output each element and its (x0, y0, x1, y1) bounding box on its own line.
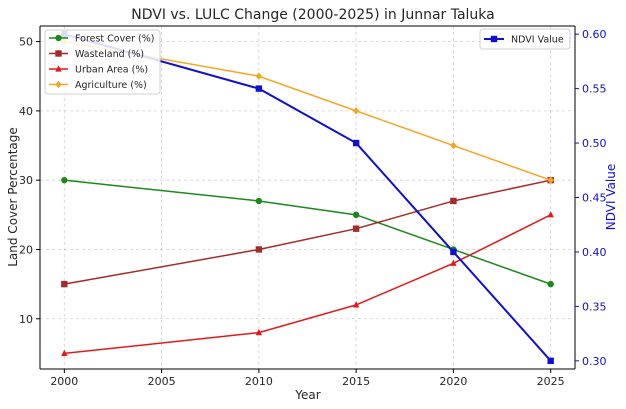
data-point (450, 259, 457, 266)
data-point (352, 225, 360, 232)
data-point (352, 139, 360, 147)
y-left-tick-label: 30 (19, 174, 33, 187)
y-left-tick-label: 50 (19, 36, 33, 49)
axes: 2000 2005 2010 2015 2020 2025 10 20 30 40 50 0.30 0.… (19, 25, 607, 388)
series-wasteland (61, 176, 554, 288)
legend-marker (55, 34, 62, 42)
y-right-tick-label: 0.55 (582, 83, 607, 96)
data-point (352, 107, 360, 115)
legend-label: Forest Cover (%) (75, 34, 154, 45)
legend-marker (55, 80, 62, 89)
legend-marker (490, 35, 498, 43)
y-right-tick-label: 0.35 (582, 300, 607, 313)
data-point (450, 248, 457, 256)
x-tick-label: 2020 (439, 375, 467, 388)
data-point (61, 176, 68, 184)
data-point (255, 85, 263, 92)
data-point (547, 211, 554, 218)
legend-label: NDVI Value (511, 35, 564, 46)
legend-left-box (44, 29, 161, 95)
series-forest-cover (61, 176, 554, 288)
data-point (255, 328, 263, 336)
data-point (61, 280, 68, 288)
y-right-tick-label: 0.50 (582, 137, 607, 150)
data-point (547, 280, 554, 288)
legend-marker (55, 50, 62, 57)
data-point (255, 197, 263, 205)
y-right-tick-label: 0.40 (582, 246, 607, 259)
data-point (450, 197, 457, 205)
legend-right: NDVI Value (479, 28, 571, 50)
x-tick-label: 2010 (245, 375, 273, 388)
x-tick-label: 2005 (148, 375, 176, 388)
y-axis-right-label: NDVI Value (604, 164, 618, 231)
data-point (352, 301, 360, 308)
y-left-tick-label: 20 (19, 243, 33, 256)
x-tick-label: 2000 (50, 375, 78, 388)
x-tick-label: 2025 (537, 375, 565, 388)
chart-title: NDVI vs. LULC Change (2000-2025) in Junn… (131, 7, 495, 23)
legend-label: Wasteland (%) (75, 49, 144, 60)
y-left-tick-label: 10 (19, 313, 33, 326)
data-point (547, 176, 554, 184)
data-point (547, 357, 554, 365)
legend-label: Urban Area (%) (75, 65, 148, 76)
series-urban-area (61, 211, 554, 357)
data-point (255, 72, 263, 81)
data-point (352, 211, 360, 219)
legend-marker (55, 65, 62, 72)
data-point (255, 246, 263, 253)
series-line (64, 179, 551, 285)
series-line (64, 214, 552, 355)
x-axis-label: Year (294, 388, 320, 402)
legend-label: Agriculture (%) (75, 80, 147, 91)
data-point (450, 141, 457, 150)
y-right-tick-label: 0.60 (582, 28, 607, 41)
y-right-tick-label: 0.30 (582, 355, 607, 368)
data-point (61, 349, 68, 357)
y-left-tick-label: 40 (19, 105, 33, 118)
y-right-tick-label: 0.45 (582, 192, 607, 205)
legend-right-box (479, 28, 571, 50)
x-tick-label: 2015 (342, 375, 370, 388)
y-axis-left-label: Land Cover Percentage (6, 127, 20, 267)
legend-left: Forest Cover (%) Wasteland (%) Urban Area … (44, 29, 161, 95)
